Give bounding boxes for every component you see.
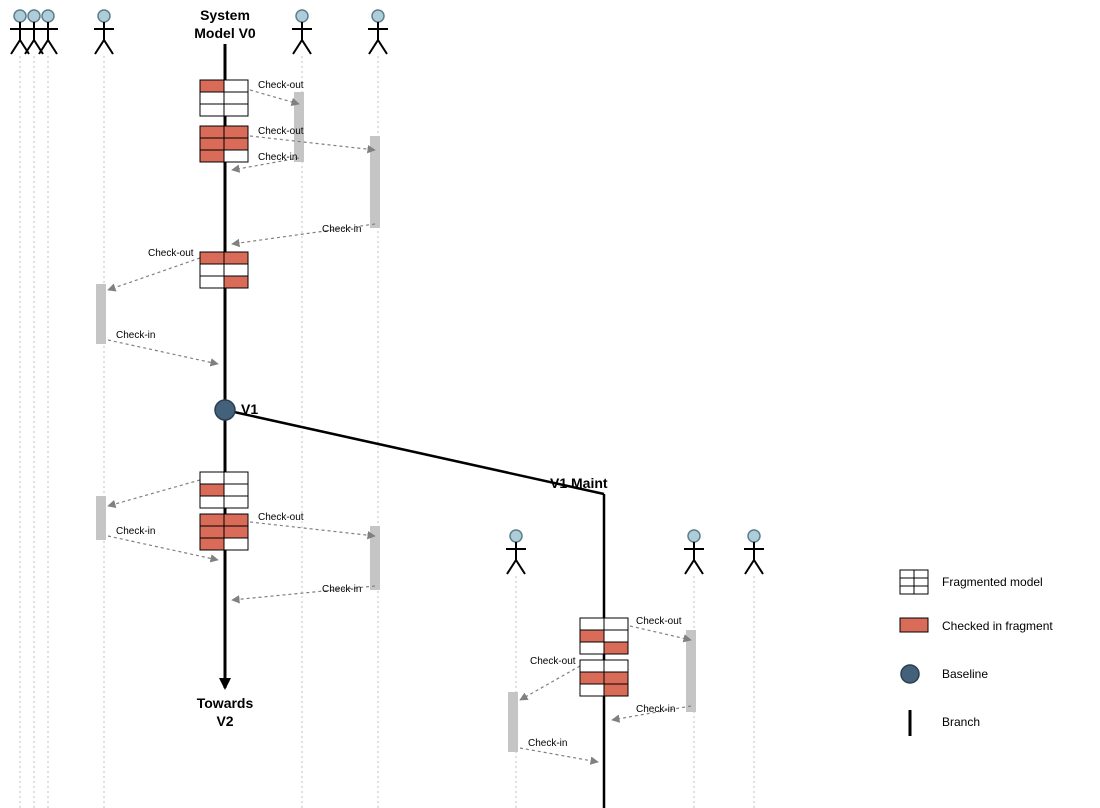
fragmented-model-icon bbox=[580, 660, 628, 696]
arrow-label: Check-out bbox=[258, 512, 304, 523]
label-v1-maint: V1 Maint bbox=[550, 475, 608, 491]
message-arrow bbox=[250, 522, 375, 536]
arrow-label: Check-in bbox=[116, 330, 155, 341]
baseline-node-v1 bbox=[215, 400, 235, 420]
actor-icon bbox=[744, 530, 764, 574]
actor-icon bbox=[506, 530, 526, 574]
arrow-label: Check-out bbox=[258, 126, 304, 137]
message-arrow bbox=[250, 136, 375, 150]
actor-icon bbox=[292, 10, 312, 54]
layer-baseline bbox=[215, 400, 235, 420]
arrow-label: Check-in bbox=[636, 704, 675, 715]
actor-icon bbox=[94, 10, 114, 54]
actor-icon bbox=[10, 10, 30, 54]
legend-baseline-label: Baseline bbox=[942, 667, 988, 681]
message-arrow bbox=[108, 480, 200, 506]
fragmented-model-icon bbox=[200, 80, 248, 116]
arrow-label: Check-in bbox=[258, 152, 297, 163]
actor-icon bbox=[24, 10, 44, 54]
fragmented-model-icon bbox=[200, 514, 248, 550]
arrow-label: Check-in bbox=[322, 584, 361, 595]
diagram-svg: Check-out Check-out Check-in Check-in Check-… bbox=[0, 0, 1100, 808]
layer-legend: Fragmented model Checked in fragment Basel… bbox=[900, 570, 1053, 736]
title-model-v0: Model V0 bbox=[194, 25, 256, 41]
actor-icon bbox=[684, 530, 704, 574]
label-towards: Towards bbox=[197, 695, 254, 711]
message-arrow bbox=[630, 626, 691, 640]
main-branch-arrowhead bbox=[219, 678, 231, 690]
title-system: System bbox=[200, 7, 250, 23]
layer-actors bbox=[10, 10, 764, 574]
actor-icon bbox=[38, 10, 58, 54]
diagram-root: { "type": "flowchart", "canvas": { "widt… bbox=[0, 0, 1100, 808]
message-arrow bbox=[108, 258, 200, 290]
message-arrow bbox=[108, 340, 218, 364]
layer-lifelines bbox=[20, 56, 754, 808]
arrow-label: Check-out bbox=[636, 616, 682, 627]
legend-checked-in-label: Checked in fragment bbox=[942, 619, 1053, 633]
fragmented-model-icon bbox=[200, 472, 248, 508]
legend-branch-label: Branch bbox=[942, 715, 980, 729]
arrow-label: Check-in bbox=[322, 224, 361, 235]
arrow-label: Check-out bbox=[148, 248, 194, 259]
fragmented-model-icon bbox=[580, 618, 628, 654]
message-arrow bbox=[520, 666, 580, 700]
arrow-label: Check-in bbox=[528, 738, 567, 749]
layer-grids bbox=[200, 80, 628, 696]
legend-fragmented-model-icon bbox=[900, 570, 928, 594]
layer-labels: System Model V0 V1 V1 Maint Towards V2 bbox=[194, 7, 608, 729]
fragmented-model-icon bbox=[200, 126, 248, 162]
arrow-label: Check-out bbox=[258, 80, 304, 91]
label-v2: V2 bbox=[216, 713, 233, 729]
actor-icon bbox=[368, 10, 388, 54]
legend-fragmented-model-label: Fragmented model bbox=[942, 575, 1043, 589]
message-arrow bbox=[520, 748, 598, 762]
maint-branch-diagonal bbox=[225, 410, 604, 494]
legend-baseline-icon bbox=[901, 665, 919, 683]
legend-checked-in-icon bbox=[900, 618, 928, 632]
arrow-label: Check-in bbox=[116, 526, 155, 537]
fragmented-model-icon bbox=[200, 252, 248, 288]
label-v1: V1 bbox=[241, 401, 258, 417]
message-arrow bbox=[250, 90, 299, 104]
arrow-label: Check-out bbox=[530, 656, 576, 667]
